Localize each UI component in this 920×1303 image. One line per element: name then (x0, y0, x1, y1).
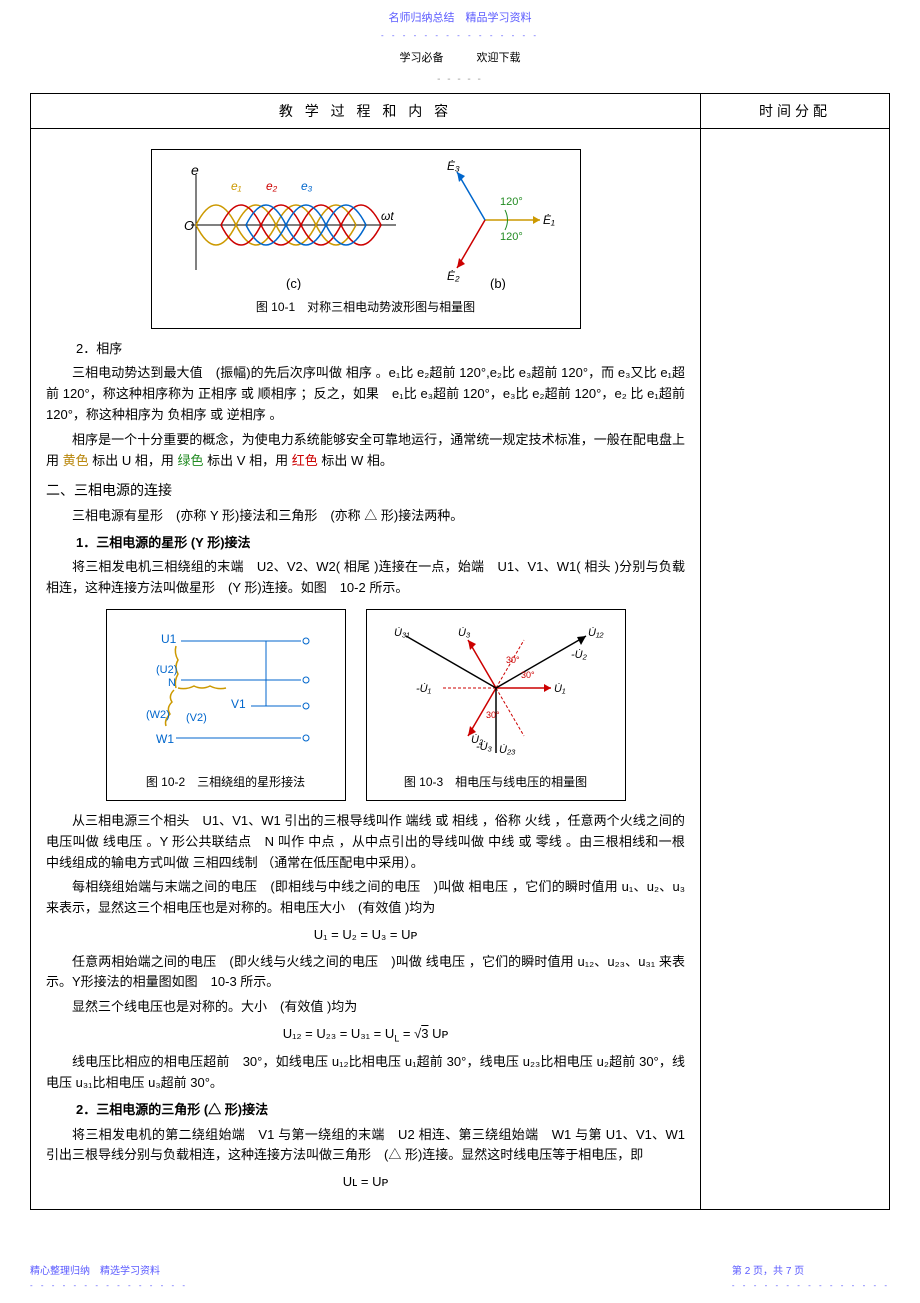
table-header-content: 教 学 过 程 和 内 容 (31, 93, 701, 128)
svg-text:U̇₁₂: U̇₁₂ (588, 626, 604, 639)
svg-text:U̇₃: U̇₃ (458, 626, 471, 639)
para-line-voltage-2: 显然三个线电压也是对称的。大小 (有效值 )均为 (46, 997, 685, 1018)
waveform-diagram: e e₁ e₂ e₃ O ωt (176, 160, 406, 290)
svg-text:U̇₂₃: U̇₂₃ (499, 743, 516, 756)
svg-text:(U2): (U2) (156, 664, 177, 676)
para-phase-voltage: 每相绕组始端与末端之间的电压 (即相线与中线之间的电压 )叫做 相电压 ，它们的… (46, 877, 685, 919)
phasor-voltage-diagram: U̇₁ U̇₃ -U̇₁ U̇₁₂ (376, 618, 616, 758)
main-table: 教 学 过 程 和 内 容 时间分配 e e₁ e₂ e₃ O (30, 93, 890, 1210)
figure-10-2-box: U1 (U2) N V1 (106, 609, 346, 801)
para-phase-seq-1: 三相电动势达到最大值 (振幅)的先后次序叫做 相序 。e₁比 e₂超前 120°… (46, 363, 685, 425)
para-phase-seq-2: 相序是一个十分重要的概念，为使电力系统能够安全可靠地运行，通常统一规定技术标准，… (46, 430, 685, 472)
sub-header-right: 欢迎下载 (477, 52, 521, 64)
formula-line-voltage: U₁₂ = U₂₃ = U₃₁ = UL = √3 Uᴘ (46, 1024, 685, 1046)
svg-text:e: e (191, 162, 199, 178)
star-connection-diagram: U1 (U2) N V1 (116, 618, 336, 758)
para-conn-1: 三相电源有星形 (亦称 Y 形)接法和三角形 (亦称 △ 形)接法两种。 (46, 506, 685, 527)
svg-text:(W2): (W2) (146, 709, 170, 721)
svg-text:ωt: ωt (381, 209, 394, 223)
footer-dots-right: - - - - - - - - - - - - - - - (732, 1280, 890, 1293)
formula-delta: Uʟ = Uᴘ (46, 1172, 685, 1193)
svg-text:30°: 30° (521, 670, 535, 680)
svg-text:-U̇₂: -U̇₂ (571, 648, 588, 661)
content-cell: e e₁ e₂ e₃ O ωt (31, 129, 701, 1210)
section-title-connection: 二、三相电源的连接 (46, 479, 685, 501)
svg-text:120°: 120° (500, 231, 523, 243)
svg-text:O: O (184, 218, 194, 233)
svg-text:W1: W1 (156, 732, 174, 746)
para-line-voltage: 任意两相始端之间的电压 (即火线与火线之间的电压 )叫做 线电压 ，它们的瞬时值… (46, 952, 685, 994)
fig2-caption: 图 10-2 三相绕组的星形接法 (115, 773, 337, 792)
svg-text:V1: V1 (231, 697, 246, 711)
svg-text:(b): (b) (490, 276, 506, 290)
phasor-diagram: Ė₁ Ė₂ Ė₃ 120° 120° (b) (435, 160, 555, 290)
svg-text:Ė₂: Ė₂ (447, 269, 460, 283)
svg-text:120°: 120° (500, 196, 523, 208)
sub-header-left: 学习必备 (399, 52, 443, 64)
para-lines: 从三相电源三个相头 U1、V1、W1 引出的三根导线叫作 端线 或 相线 ，俗称… (46, 811, 685, 873)
svg-text:e₁: e₁ (231, 179, 242, 193)
svg-text:N: N (168, 677, 176, 689)
sub-header: 学习必备 欢迎下载 (30, 50, 890, 68)
svg-text:U̇₁: U̇₁ (554, 682, 566, 695)
svg-text:(c): (c) (286, 276, 301, 290)
page-top-header: 名师归纳总结 精品学习资料 (30, 10, 890, 28)
subsection-star: 1．三相电源的星形 (Y 形)接法 (76, 533, 685, 554)
svg-text:-U̇₁: -U̇₁ (416, 682, 432, 695)
svg-text:U̇₂: U̇₂ (471, 733, 484, 746)
svg-text:(V2): (V2) (186, 712, 207, 724)
figure-10-1-box: e e₁ e₂ e₃ O ωt (151, 149, 581, 328)
table-header-time: 时间分配 (701, 93, 890, 128)
para-lead-30: 线电压比相应的相电压超前 30°，如线电压 u₁₂比相电压 u₁超前 30°，线… (46, 1052, 685, 1094)
fig3-caption: 图 10-3 相电压与线电压的相量图 (375, 773, 617, 792)
footer-dots-left: - - - - - - - - - - - - - - - (30, 1280, 188, 1293)
figure-10-3-box: U̇₁ U̇₃ -U̇₁ U̇₁₂ (366, 609, 626, 801)
svg-text:Ė₃: Ė₃ (447, 160, 460, 173)
formula-phase-voltage: U₁ = U₂ = U₃ = Uᴘ (46, 925, 685, 946)
para-delta: 将三相发电机的第二绕组始端 V1 与第一绕组的末端 U2 相连、第三绕组始端 W… (46, 1125, 685, 1167)
svg-text:e₃: e₃ (301, 179, 313, 193)
time-cell (701, 129, 890, 1210)
footer-left-text: 精心整理归纳 精选学习资料 (30, 1264, 188, 1280)
para-star: 将三相发电机三相绕组的末端 U2、V2、W2( 相尾 )连接在一点，始端 U1、… (46, 557, 685, 599)
svg-text:U̇₃₁: U̇₃₁ (394, 626, 410, 639)
header-dots: - - - - - - - - - - - - - - - (30, 30, 890, 43)
page-footer: 精心整理归纳 精选学习资料 - - - - - - - - - - - - - … (30, 1264, 890, 1293)
svg-text:Ė₁: Ė₁ (543, 213, 555, 227)
svg-text:U1: U1 (161, 632, 177, 646)
svg-text:e₂: e₂ (266, 179, 278, 193)
header-dashes: - - - - - (30, 72, 890, 88)
footer-right-text: 第 2 页，共 7 页 (732, 1264, 890, 1280)
svg-text:30°: 30° (506, 655, 520, 665)
subsection-phase-sequence: 2．相序 (76, 339, 685, 360)
svg-text:30°: 30° (486, 710, 500, 720)
subsection-delta: 2．三相电源的三角形 (△ 形)接法 (76, 1100, 685, 1121)
fig1-caption: 图 10-1 对称三相电动势波形图与相量图 (162, 298, 570, 317)
